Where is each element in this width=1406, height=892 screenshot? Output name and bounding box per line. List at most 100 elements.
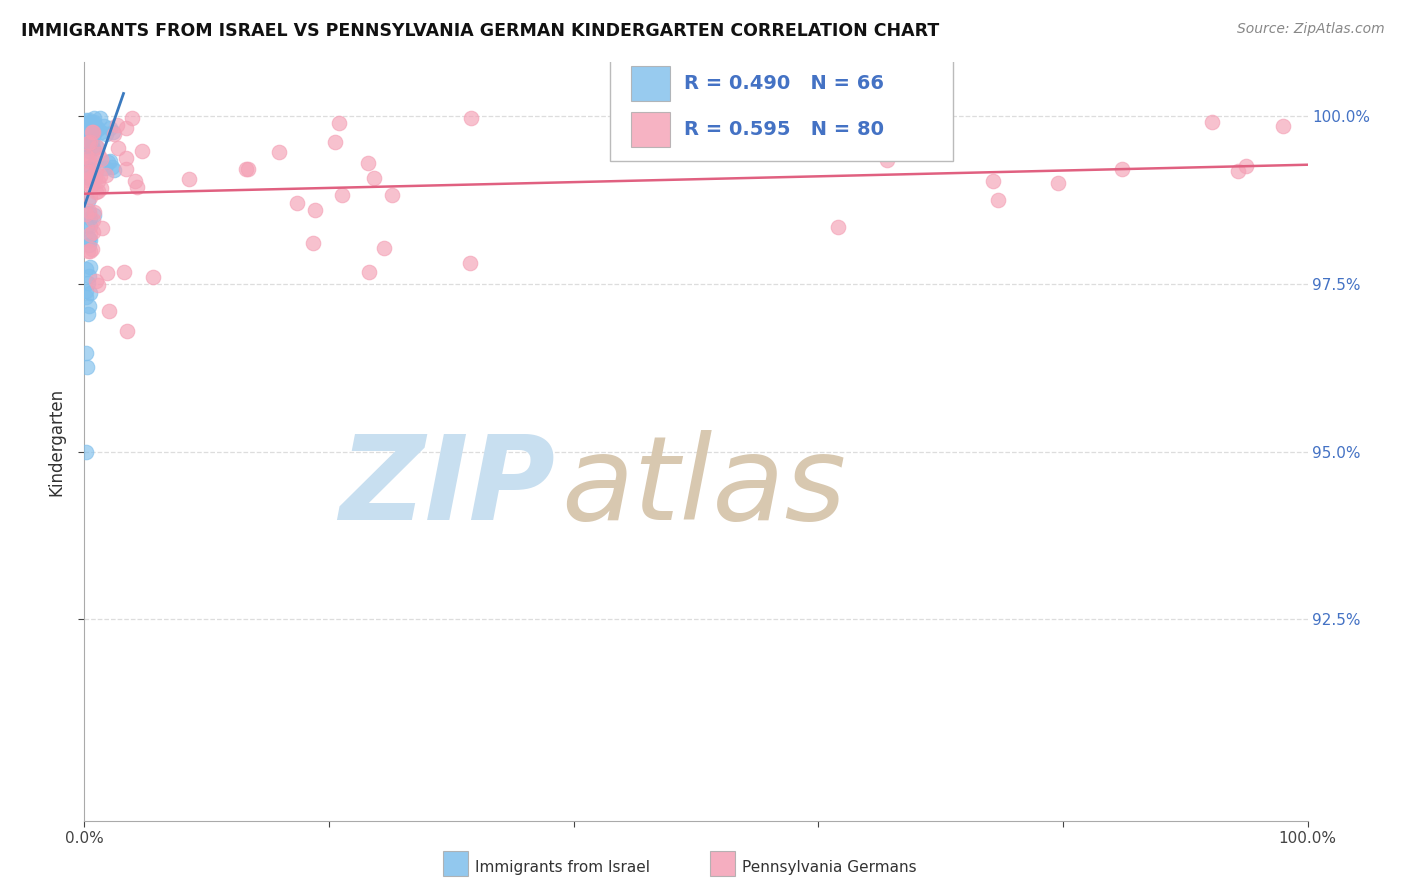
Point [76, 117, 98, 131]
Point [82, 142, 104, 156]
Point [82, 116, 104, 130]
Point [90, 153, 112, 167]
Point [373, 241, 395, 255]
Point [89, 169, 111, 183]
FancyBboxPatch shape [610, 51, 953, 161]
Point [84, 163, 107, 178]
Point [76, 290, 98, 304]
Point [267, 145, 290, 159]
Point [79, 260, 101, 275]
Point [77, 139, 100, 153]
Point [82, 169, 104, 184]
Point [381, 188, 404, 202]
Point [115, 324, 138, 338]
Point [75, 130, 97, 145]
Point [76, 219, 98, 234]
Point [97, 155, 120, 169]
Point [83, 127, 105, 141]
Point [79, 125, 101, 139]
Point [77, 269, 100, 284]
Point [124, 174, 146, 188]
Point [83, 114, 105, 128]
Point [1111, 161, 1133, 176]
Point [100, 160, 122, 174]
Point [80, 136, 103, 150]
Point [1272, 119, 1295, 133]
Point [76, 359, 98, 374]
Point [82, 126, 104, 140]
Text: Source: ZipAtlas.com: Source: ZipAtlas.com [1237, 22, 1385, 37]
Point [87, 278, 110, 293]
Point [75, 284, 97, 298]
Point [235, 162, 257, 177]
Point [1046, 176, 1069, 190]
Point [115, 121, 138, 136]
Point [96, 266, 118, 280]
Point [1236, 159, 1258, 173]
Point [79, 135, 101, 149]
Point [83, 155, 105, 169]
Point [87, 147, 110, 161]
Point [73, 136, 96, 150]
Point [77, 231, 100, 245]
Point [76, 136, 98, 150]
Text: R = 0.595   N = 80: R = 0.595 N = 80 [683, 120, 884, 139]
Point [82, 141, 104, 155]
Point [77, 206, 100, 220]
Point [79, 285, 101, 300]
Point [103, 163, 125, 178]
Point [86, 184, 108, 198]
Point [75, 133, 97, 147]
Point [75, 127, 97, 141]
Point [179, 172, 201, 186]
Point [82, 242, 104, 256]
Point [83, 204, 105, 219]
Point [101, 125, 124, 139]
Point [77, 194, 100, 208]
Point [77, 299, 100, 313]
Point [98, 154, 121, 169]
Point [302, 236, 325, 251]
Point [77, 151, 100, 165]
Point [84, 274, 107, 288]
Point [827, 219, 849, 234]
Point [1201, 115, 1223, 129]
Point [90, 125, 112, 139]
Point [77, 112, 100, 127]
Point [79, 144, 101, 158]
Point [287, 196, 309, 211]
Text: atlas: atlas [561, 430, 846, 544]
Point [77, 307, 100, 321]
Point [105, 119, 128, 133]
Point [323, 135, 346, 149]
Point [79, 189, 101, 203]
Text: R = 0.490   N = 66: R = 0.490 N = 66 [683, 74, 884, 93]
Point [98, 120, 121, 135]
Point [460, 111, 482, 125]
Point [876, 153, 898, 167]
Bar [631, 112, 671, 147]
Point [86, 139, 108, 153]
Point [75, 132, 97, 146]
Text: Immigrants from Israel: Immigrants from Israel [475, 860, 650, 874]
Point [236, 161, 259, 176]
Point [89, 112, 111, 126]
Point [356, 156, 378, 170]
Text: Pennsylvania Germans: Pennsylvania Germans [742, 860, 917, 874]
Point [75, 135, 97, 149]
Point [79, 141, 101, 155]
Point [107, 141, 129, 155]
Point [90, 181, 112, 195]
Point [363, 171, 385, 186]
Point [328, 116, 350, 130]
Point [82, 125, 104, 139]
Point [79, 244, 101, 258]
Point [75, 149, 97, 163]
Point [75, 127, 97, 141]
Point [75, 119, 97, 133]
Point [458, 256, 481, 270]
Point [77, 161, 100, 175]
Bar [631, 66, 671, 101]
Point [86, 140, 108, 154]
Point [304, 203, 326, 218]
